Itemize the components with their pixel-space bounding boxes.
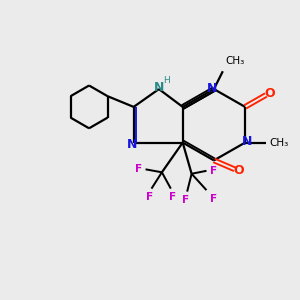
Text: F: F (210, 194, 217, 204)
Text: N: N (127, 138, 137, 151)
Text: F: F (182, 195, 189, 205)
Text: F: F (146, 192, 154, 202)
Text: F: F (135, 164, 142, 174)
Text: F: F (210, 166, 217, 176)
Text: CH₃: CH₃ (225, 56, 244, 66)
Text: H: H (164, 76, 170, 85)
Text: F: F (169, 192, 176, 202)
Text: N: N (154, 81, 165, 94)
Text: N: N (242, 136, 252, 148)
Text: O: O (233, 164, 244, 177)
Text: CH₃: CH₃ (269, 138, 288, 148)
Text: N: N (207, 82, 218, 95)
Text: O: O (264, 87, 275, 100)
